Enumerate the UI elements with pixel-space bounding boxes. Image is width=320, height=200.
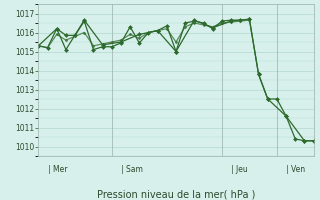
Text: | Mer: | Mer bbox=[48, 165, 67, 174]
Text: | Jeu: | Jeu bbox=[231, 165, 248, 174]
Text: Pression niveau de la mer( hPa ): Pression niveau de la mer( hPa ) bbox=[97, 189, 255, 199]
Text: | Sam: | Sam bbox=[121, 165, 143, 174]
Text: | Ven: | Ven bbox=[286, 165, 305, 174]
